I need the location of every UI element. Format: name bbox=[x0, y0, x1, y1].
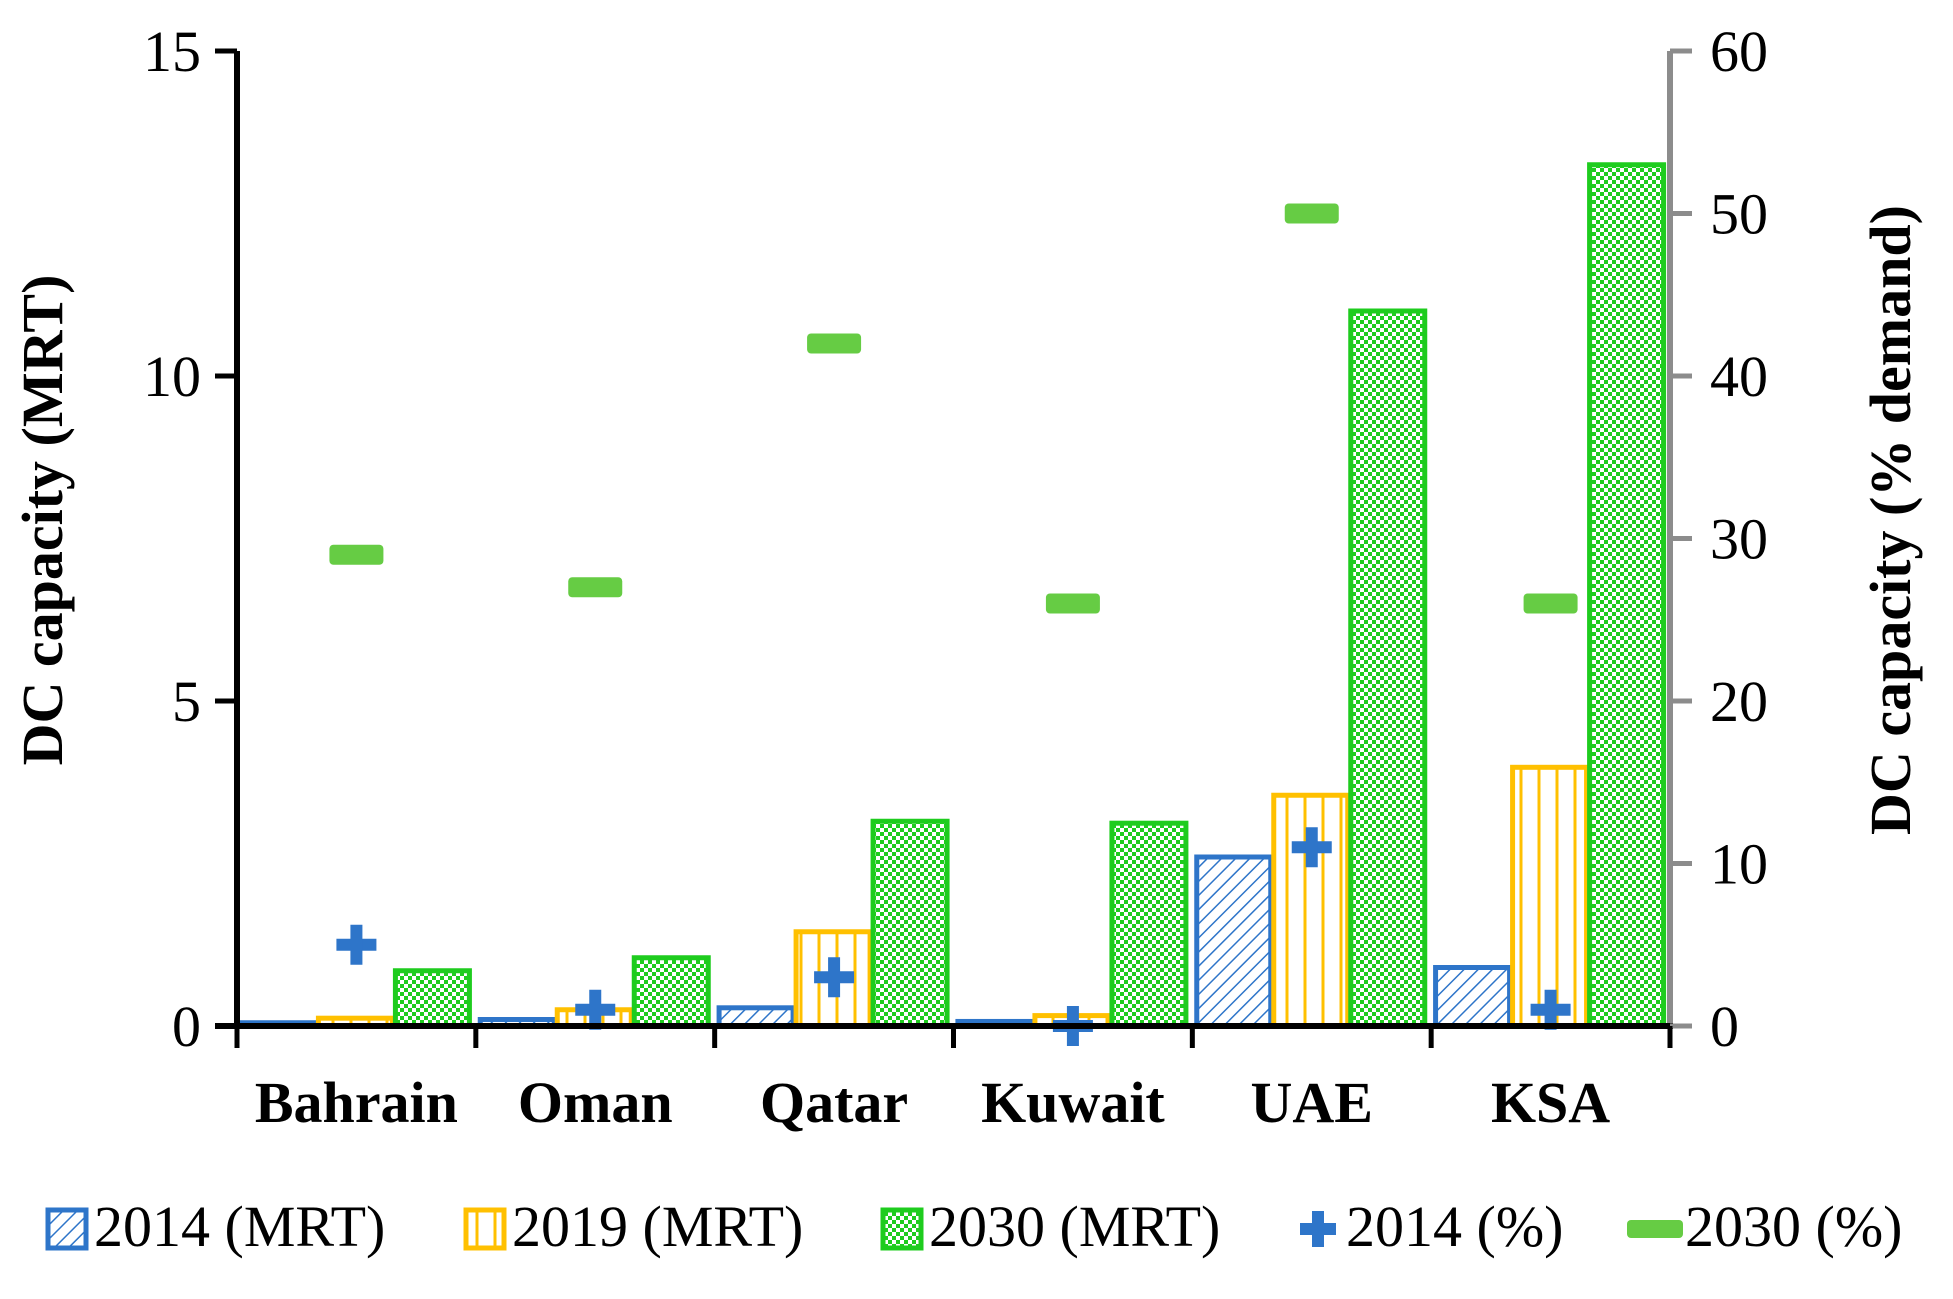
bar-2019-mrt-ksa bbox=[1510, 764, 1590, 1029]
bar-2014-mrt-ksa bbox=[1433, 965, 1513, 1029]
bar-2030-mrt-bahrain bbox=[392, 968, 472, 1029]
marker-2030-qatar bbox=[807, 333, 862, 354]
right-ticks: 0 10 20 30 40 50 60 bbox=[1670, 19, 1768, 1059]
right-tick-label: 40 bbox=[1710, 344, 1768, 409]
marker-2014-ksa bbox=[1530, 989, 1571, 1030]
legend-item-2030: 2030 (%) bbox=[1627, 1194, 1902, 1259]
right-tick-label: 50 bbox=[1710, 182, 1768, 247]
marker-2030-uae bbox=[1284, 203, 1339, 224]
legend-swatch bbox=[45, 1207, 89, 1251]
legend: 2014 (MRT) 2019 (MRT) 2030 (MRT) 2014 (%) 20… bbox=[45, 1194, 1902, 1259]
left-tick-label: 0 bbox=[172, 994, 201, 1059]
right-tick-label: 0 bbox=[1710, 994, 1739, 1059]
legend-swatch bbox=[463, 1207, 507, 1251]
legend-item-2014-mrt: 2014 (MRT) bbox=[45, 1194, 385, 1259]
axes: 0 5 10 15 0 10 20 30 40 50 60 bbox=[143, 19, 1768, 1059]
bar-2030-mrt-oman bbox=[631, 955, 711, 1029]
right-tick-label: 20 bbox=[1710, 669, 1768, 734]
legend-item-2030-mrt: 2030 (MRT) bbox=[880, 1194, 1220, 1259]
bar-2030-mrt-kuwait bbox=[1109, 820, 1189, 1029]
category-labels: Bahrain Oman Qatar Kuwait UAE KSA bbox=[255, 1070, 1610, 1135]
category-label-oman: Oman bbox=[518, 1070, 673, 1135]
legend-item-2019-mrt: 2019 (MRT) bbox=[463, 1194, 803, 1259]
left-tick-label: 15 bbox=[143, 19, 201, 84]
legend-label: 2030 (MRT) bbox=[929, 1194, 1220, 1259]
marker-2030-oman bbox=[568, 577, 623, 598]
bar-2030-mrt-qatar bbox=[870, 818, 950, 1029]
legend-label: 2030 (%) bbox=[1685, 1194, 1902, 1259]
marker-2014-uae bbox=[1291, 827, 1332, 868]
right-tick-label: 10 bbox=[1710, 832, 1768, 897]
legend-swatch bbox=[1627, 1220, 1683, 1238]
right-tick-label: 30 bbox=[1710, 507, 1768, 572]
marker-2030-bahrain bbox=[329, 544, 384, 565]
marker-2014-qatar bbox=[814, 957, 855, 998]
legend-swatch bbox=[1300, 1211, 1336, 1247]
left-axis-title: DC capacity (MRT) bbox=[10, 275, 75, 766]
legend-label: 2019 (MRT) bbox=[512, 1194, 803, 1259]
marker-2014-oman bbox=[575, 989, 616, 1030]
legend-swatch bbox=[880, 1207, 924, 1251]
legend-label: 2014 (MRT) bbox=[94, 1194, 385, 1259]
right-tick-label: 60 bbox=[1710, 19, 1768, 84]
legend-item-2014: 2014 (%) bbox=[1300, 1194, 1563, 1259]
category-label-kuwait: Kuwait bbox=[981, 1070, 1165, 1135]
left-ticks: 0 5 10 15 bbox=[143, 19, 237, 1059]
left-tick-label: 10 bbox=[143, 344, 201, 409]
bar-2014-mrt-uae bbox=[1194, 854, 1274, 1029]
category-label-bahrain: Bahrain bbox=[255, 1070, 458, 1135]
right-axis-title: DC capacity (% demand) bbox=[1858, 205, 1923, 835]
category-label-uae: UAE bbox=[1251, 1070, 1373, 1135]
category-label-qatar: Qatar bbox=[760, 1070, 908, 1135]
category-label-ksa: KSA bbox=[1491, 1070, 1610, 1135]
marker-2014-bahrain bbox=[336, 924, 377, 965]
bar-2030-mrt-ksa bbox=[1587, 162, 1667, 1029]
marker-2030-ksa bbox=[1523, 593, 1578, 614]
x-ticks bbox=[234, 1026, 1673, 1048]
bar-2030-mrt-uae bbox=[1348, 308, 1428, 1029]
bars-layer bbox=[238, 162, 1667, 1029]
legend-label: 2014 (%) bbox=[1346, 1194, 1563, 1259]
marker-2030-kuwait bbox=[1045, 593, 1100, 614]
left-tick-label: 5 bbox=[172, 669, 201, 734]
